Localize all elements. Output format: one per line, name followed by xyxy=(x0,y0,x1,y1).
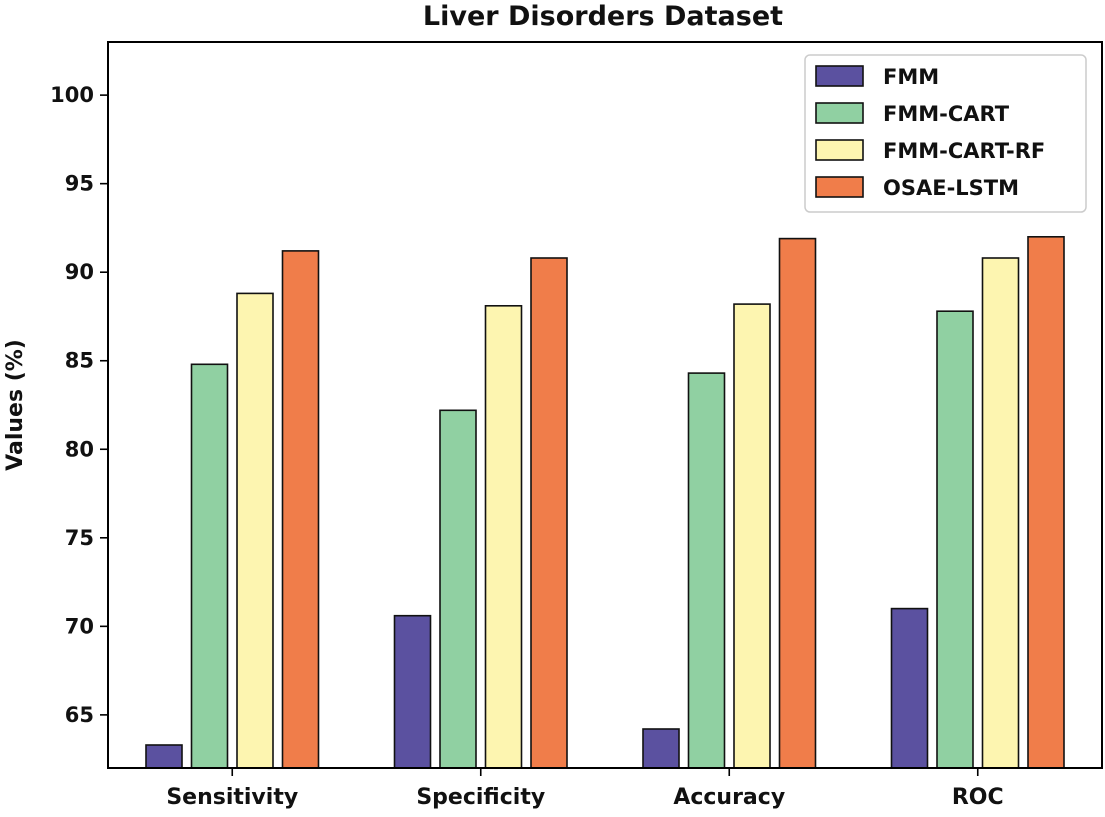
legend-box xyxy=(804,54,1087,213)
legend-label-fmm: FMM xyxy=(883,65,939,89)
y-tick-label: 100 xyxy=(50,83,94,107)
bar-fmm-cart-rf-roc xyxy=(981,257,1020,769)
y-tick-label: 80 xyxy=(65,437,94,461)
x-axis-ticks: Sensitivity Specificity Accuracy ROC xyxy=(166,768,1004,810)
bar-osae-lstm-accuracy xyxy=(778,237,817,769)
legend-label-osae-lstm: OSAE-LSTM xyxy=(883,176,1019,200)
x-tick-label-sensitivity: Sensitivity xyxy=(166,785,298,810)
bars-layer xyxy=(145,236,1065,769)
bar-fmm-cart-accuracy xyxy=(687,372,726,769)
x-tick-label-accuracy: Accuracy xyxy=(673,785,785,810)
bar-fmm-cart-roc xyxy=(936,310,974,769)
legend-swatch-fmm xyxy=(815,65,864,87)
y-tick-label: 75 xyxy=(65,526,94,550)
legend-swatch-osae-lstm xyxy=(815,176,864,198)
legend-swatch-fmm-cart xyxy=(815,102,864,124)
y-axis-ticks: 65 70 75 80 85 90 95 100 xyxy=(50,83,108,727)
legend-label-fmm-cart-rf: FMM-CART-RF xyxy=(883,139,1045,163)
y-tick-label: 70 xyxy=(65,614,94,638)
bar-fmm-cart-rf-sensitivity xyxy=(236,292,274,769)
legend: FMM FMM-CART FMM-CART-RF OSAE-LSTM xyxy=(804,54,1087,213)
bar-fmm-accuracy xyxy=(642,728,680,769)
bar-fmm-sensitivity xyxy=(145,744,183,769)
bar-osae-lstm-sensitivity xyxy=(281,250,320,769)
bar-fmm-roc xyxy=(890,607,929,769)
bar-fmm-cart-specificity xyxy=(439,409,477,769)
bar-osae-lstm-roc xyxy=(1027,236,1065,769)
bar-osae-lstm-specificity xyxy=(530,257,568,769)
plot-area-frame xyxy=(107,41,1103,769)
legend-label-fmm-cart: FMM-CART xyxy=(883,102,1010,126)
bar-fmm-cart-rf-specificity xyxy=(484,304,523,769)
chart-title: Liver Disorders Dataset xyxy=(423,1,783,32)
x-tick-label-roc: ROC xyxy=(952,785,1004,810)
y-tick-label: 65 xyxy=(65,703,94,727)
y-axis-label: Values (%) xyxy=(3,339,28,471)
y-tick-label: 90 xyxy=(65,260,94,284)
bar-fmm-cart-rf-accuracy xyxy=(733,303,771,769)
bar-fmm-cart-sensitivity xyxy=(190,363,229,769)
bar-fmm-specificity xyxy=(393,614,432,769)
y-tick-label: 95 xyxy=(65,172,94,196)
y-tick-label: 85 xyxy=(65,349,94,373)
x-tick-label-specificity: Specificity xyxy=(416,785,545,810)
legend-swatch-fmm-cart-rf xyxy=(815,139,864,161)
